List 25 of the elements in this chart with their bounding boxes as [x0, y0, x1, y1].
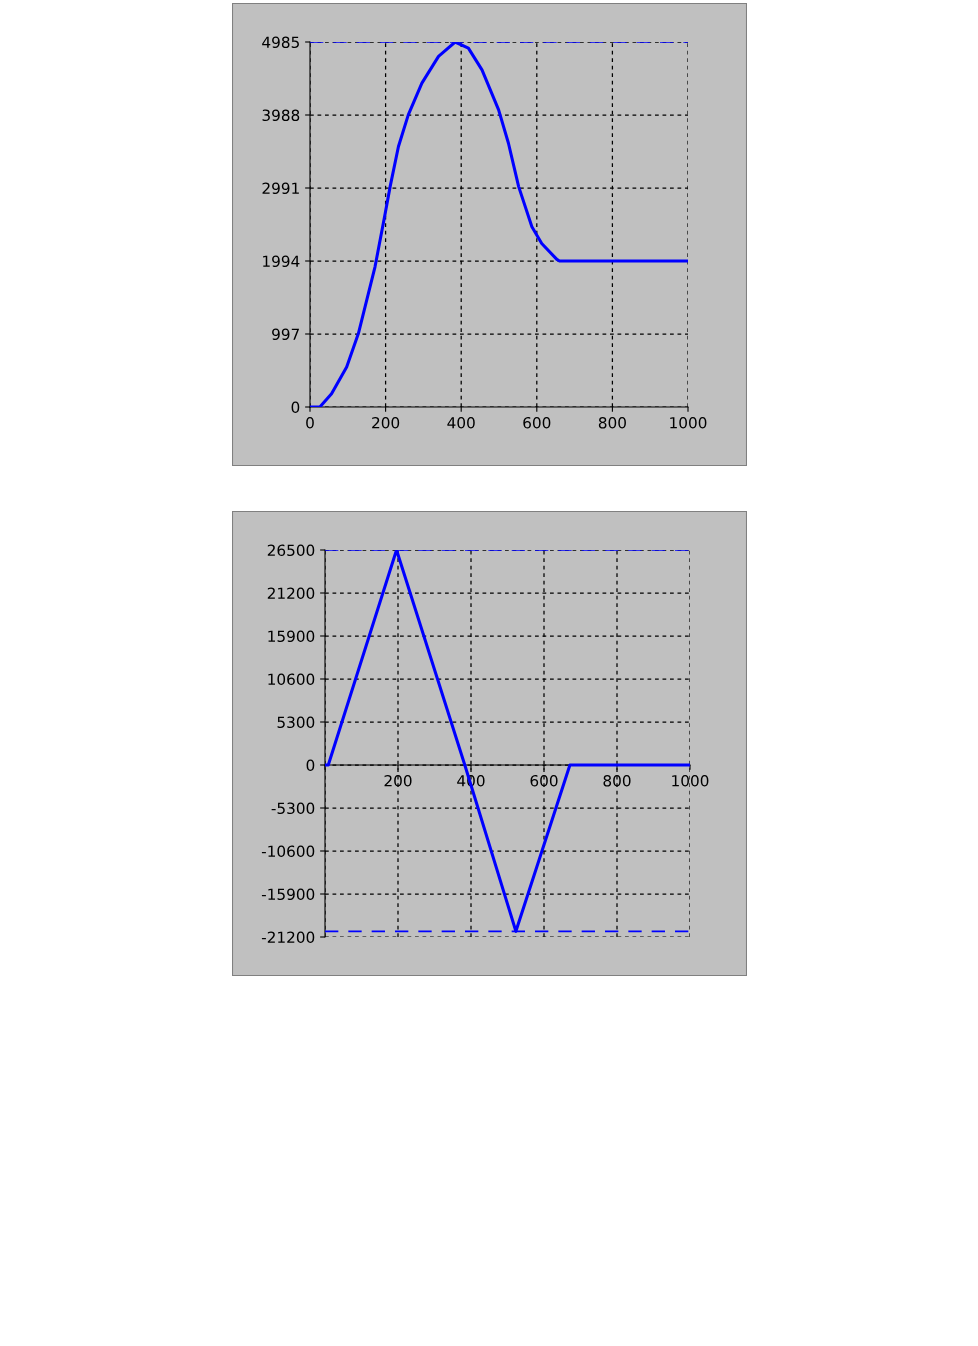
x-tick-label: 200	[384, 774, 412, 787]
y-tick-label: 10600	[268, 673, 315, 686]
y-tick-label: 2991	[262, 182, 299, 195]
y-tick-label: -10600	[261, 845, 315, 858]
y-tick-label: -15900	[261, 888, 315, 901]
x-tick-label: 800	[603, 774, 631, 787]
y-tick-label: 0	[291, 401, 300, 414]
x-tick-label: 200	[372, 416, 400, 429]
y-tick-label: -5300	[271, 802, 315, 815]
y-tick-label: 997	[272, 328, 299, 341]
y-tick-label: 0	[306, 759, 315, 772]
x-tick-label: 600	[523, 416, 551, 429]
y-tick-label: 3988	[262, 109, 300, 122]
y-tick-label: 21200	[267, 587, 315, 600]
x-tick-label: 800	[598, 416, 626, 429]
y-tick-label: 4985	[262, 36, 299, 49]
x-tick-label: 1000	[672, 774, 709, 787]
x-tick-label: 400	[447, 416, 475, 429]
y-tick-label: 26500	[267, 544, 315, 557]
x-tick-label: 600	[530, 774, 558, 787]
y-tick-label: 1994	[263, 255, 300, 268]
x-tick-label: 1000	[670, 416, 707, 429]
y-tick-label: 15900	[268, 630, 315, 643]
y-tick-label: 5300	[277, 716, 315, 729]
y-tick-label: -21200	[261, 931, 315, 944]
